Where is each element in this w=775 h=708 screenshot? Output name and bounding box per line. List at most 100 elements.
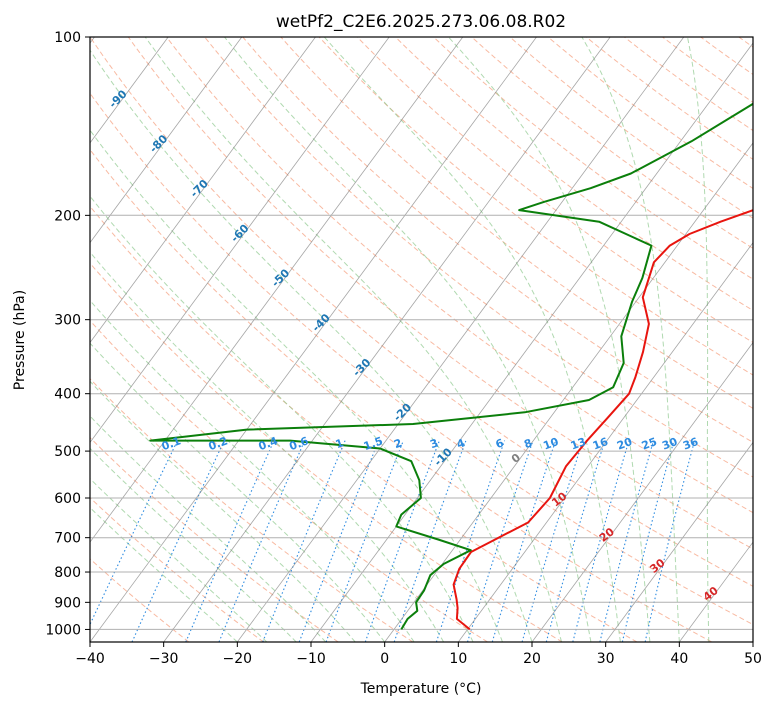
x-tick-label: 0	[380, 651, 389, 667]
isotherm	[90, 37, 537, 642]
y-tick-label: 1000	[45, 622, 81, 638]
dry-adiabat	[90, 319, 488, 642]
dry-adiabat	[90, 378, 414, 642]
mixing-ratio-label: 30	[660, 435, 679, 453]
isotherm-label: 20	[597, 525, 617, 545]
dewpoint-profile	[149, 102, 753, 630]
x-tick-label: −40	[75, 651, 105, 667]
mixing-ratio-line	[185, 440, 275, 642]
background-lines	[90, 37, 753, 642]
mixing-ratio-line	[599, 440, 655, 642]
moist-adiabat	[90, 129, 503, 642]
dry-adiabat	[433, 37, 753, 280]
mixing-ratio-label: 25	[640, 435, 659, 452]
dry-adiabat	[242, 37, 753, 443]
mixing-ratio-label: 1	[334, 436, 346, 451]
moist-adiabat-label: -30	[350, 356, 373, 379]
mixing-ratio-label: 13	[569, 435, 588, 452]
moist-adiabat	[90, 380, 356, 642]
x-tick-label: −20	[223, 651, 253, 667]
mixing-ratio-line	[131, 440, 225, 642]
dry-adiabat	[356, 37, 753, 344]
dry-adiabat	[90, 496, 264, 642]
mixing-ratio-line	[572, 440, 630, 642]
x-tick-label: −30	[149, 651, 179, 667]
mixing-ratio-line	[393, 440, 467, 642]
moist-adiabat-label: -70	[188, 177, 211, 200]
mixing-ratio-line	[364, 440, 440, 642]
chart-title: wetPf2_C2E6.2025.273.06.08.R02	[276, 12, 566, 32]
x-tick-label: 30	[597, 651, 615, 667]
dry-adiabat	[738, 37, 753, 48]
axes: −40 −30 −20 −10 0 10 20 30 40 5010020030040050060…	[45, 30, 762, 667]
mixing-ratio-label: 3	[428, 436, 440, 451]
mixing-ratio-label: 16	[591, 435, 610, 453]
x-tick-label: 10	[449, 651, 467, 667]
y-tick-label: 500	[54, 444, 81, 460]
isotherm	[384, 142, 753, 642]
mixing-ratio-label: 0.1	[160, 434, 183, 453]
dry-adiabat	[90, 148, 712, 642]
dry-adiabat	[547, 37, 753, 190]
x-tick-label: 50	[744, 651, 762, 667]
y-tick-label: 600	[54, 491, 81, 507]
moist-adiabat	[90, 251, 445, 642]
mixing-ratio-label: 36	[681, 435, 700, 453]
isotherm	[90, 37, 243, 244]
isotherm-label: 40	[701, 584, 721, 604]
moist-adiabat-label: -40	[310, 311, 333, 334]
isotherm	[90, 37, 316, 344]
moist-adiabat	[90, 415, 327, 642]
dry-adiabat	[509, 37, 753, 219]
y-axis-label: Pressure (hPa)	[12, 290, 28, 390]
mixing-ratio-line	[491, 440, 557, 642]
isotherm	[236, 37, 685, 642]
moist-adiabat	[224, 37, 592, 642]
mixing-ratio-line	[466, 440, 534, 642]
isotherm	[678, 541, 753, 642]
dry-adiabat	[280, 37, 753, 409]
y-tick-label: 700	[54, 531, 81, 547]
mixing-ratio-label: 6	[494, 436, 506, 451]
mixing-ratio-label: 8	[522, 436, 534, 451]
moist-adiabat	[581, 37, 680, 642]
x-tick-label: −10	[296, 651, 326, 667]
isotherm-label: 0	[509, 451, 523, 466]
moist-adiabat	[90, 506, 238, 642]
grid-lines	[90, 37, 753, 642]
y-tick-label: 400	[54, 387, 81, 403]
dry-adiabat	[90, 205, 638, 642]
mixing-ratio-line	[644, 440, 696, 642]
moist-adiabat-label: -20	[391, 401, 414, 424]
moist-adiabat-label: -80	[147, 132, 170, 155]
moist-adiabat	[90, 195, 474, 642]
moist-adiabat-label: -50	[269, 266, 292, 289]
x-axis-label: Temperature (°C)	[360, 681, 482, 697]
mixing-ratio-label: 20	[615, 435, 634, 453]
mixing-ratio-line	[218, 440, 306, 642]
moist-adiabat	[90, 49, 533, 642]
moist-adiabat	[448, 37, 651, 642]
temperature-profile	[452, 209, 753, 631]
y-tick-label: 900	[54, 595, 81, 611]
isotherm	[90, 37, 390, 444]
isotherm	[752, 641, 753, 642]
y-tick-label: 100	[54, 30, 81, 46]
mixing-ratio-line	[621, 440, 675, 642]
dry-adiabat	[471, 37, 753, 249]
mixing-ratio-line	[521, 440, 584, 642]
dry-adiabat	[90, 92, 753, 626]
isotherm	[531, 341, 753, 642]
isotherm	[90, 37, 464, 543]
dry-adiabat	[395, 37, 753, 312]
mixing-ratio-label: 0.6	[288, 434, 311, 453]
sounding-profiles	[149, 102, 753, 631]
moist-adiabat	[323, 37, 621, 642]
plot-frame	[89, 36, 754, 643]
dry-adiabat	[90, 37, 753, 587]
x-tick-label: 20	[523, 651, 541, 667]
isotherm	[457, 242, 753, 642]
dry-adiabat	[623, 37, 753, 132]
moist-adiabat	[144, 37, 562, 642]
